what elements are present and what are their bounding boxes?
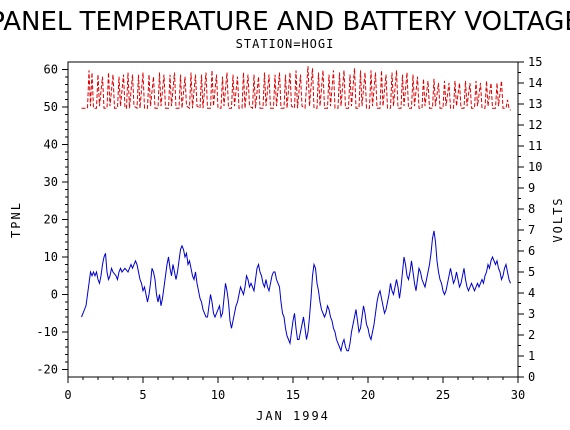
y-right-tick-label: 3 <box>528 307 535 321</box>
y-axis-left-label: TPNL <box>9 201 23 238</box>
y-right-tick-label: 4 <box>528 286 535 300</box>
x-tick-label: 10 <box>211 388 225 402</box>
x-tick-label: 15 <box>286 388 300 402</box>
y-right-tick-label: 2 <box>528 328 535 342</box>
x-tick-label: 20 <box>361 388 375 402</box>
x-tick-label: 30 <box>511 388 525 402</box>
y-left-tick-label: 50 <box>44 100 58 114</box>
plot-area <box>67 61 519 378</box>
y-right-tick-label: 14 <box>528 76 542 90</box>
y-right-tick-label: 8 <box>528 202 535 216</box>
y-left-tick-label: 20 <box>44 213 58 227</box>
y-left-tick-label: -10 <box>36 325 58 339</box>
y-left-tick-label: 0 <box>51 288 58 302</box>
y-left-tick-label: 10 <box>44 250 58 264</box>
x-tick-label: 0 <box>64 388 71 402</box>
y-right-tick-label: 0 <box>528 370 535 384</box>
y-axis-right-label: VOLTS <box>551 196 565 242</box>
y-right-tick-label: 15 <box>528 55 542 69</box>
y-right-tick-label: 10 <box>528 160 542 174</box>
y-right-tick-label: 6 <box>528 244 535 258</box>
series-line-battery-voltage <box>81 66 511 111</box>
y-left-tick-label: 30 <box>44 175 58 189</box>
y-right-tick-label: 11 <box>528 139 542 153</box>
y-right-tick-label: 9 <box>528 181 535 195</box>
x-tick-label: 25 <box>436 388 450 402</box>
y-left-tick-label: 40 <box>44 138 58 152</box>
y-left-tick-label: 60 <box>44 63 58 77</box>
chart-title: PANEL TEMPERATURE AND BATTERY VOLTAGE <box>0 7 570 37</box>
y-right-tick-label: 5 <box>528 265 535 279</box>
x-tick-label: 5 <box>139 388 146 402</box>
chart-subtitle: STATION=HOGI <box>236 37 335 51</box>
y-right-tick-label: 7 <box>528 223 535 237</box>
y-right-tick-label: 13 <box>528 97 542 111</box>
x-axis-label: JAN 1994 <box>256 409 330 423</box>
y-right-tick-label: 12 <box>528 118 542 132</box>
y-left-tick-label: -20 <box>36 363 58 377</box>
series-line-panel-temperature <box>81 230 511 353</box>
y-right-tick-label: 1 <box>528 349 535 363</box>
